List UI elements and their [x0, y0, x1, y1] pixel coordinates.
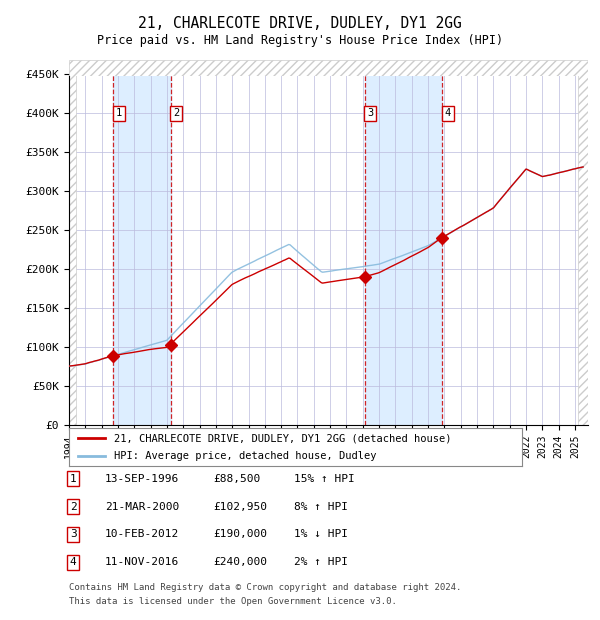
Text: 10-FEB-2012: 10-FEB-2012: [105, 529, 179, 539]
Text: Contains HM Land Registry data © Crown copyright and database right 2024.: Contains HM Land Registry data © Crown c…: [69, 583, 461, 592]
Text: £88,500: £88,500: [213, 474, 260, 484]
Text: £240,000: £240,000: [213, 557, 267, 567]
Text: HPI: Average price, detached house, Dudley: HPI: Average price, detached house, Dudl…: [115, 451, 377, 461]
Text: 3: 3: [367, 108, 373, 118]
Text: 2: 2: [173, 108, 179, 118]
Bar: [578, 74, 595, 425]
Text: 2: 2: [70, 502, 77, 512]
Text: 21, CHARLECOTE DRIVE, DUDLEY, DY1 2GG: 21, CHARLECOTE DRIVE, DUDLEY, DY1 2GG: [138, 16, 462, 31]
Text: £102,950: £102,950: [213, 502, 267, 512]
Text: 3: 3: [70, 529, 77, 539]
Bar: [365, 74, 442, 425]
Text: 4: 4: [445, 108, 451, 118]
Text: This data is licensed under the Open Government Licence v3.0.: This data is licensed under the Open Gov…: [69, 597, 397, 606]
Text: 4: 4: [70, 557, 77, 567]
Text: 15% ↑ HPI: 15% ↑ HPI: [294, 474, 355, 484]
Text: 21-MAR-2000: 21-MAR-2000: [105, 502, 179, 512]
Text: 1% ↓ HPI: 1% ↓ HPI: [294, 529, 348, 539]
Text: 13-SEP-1996: 13-SEP-1996: [105, 474, 179, 484]
Text: 11-NOV-2016: 11-NOV-2016: [105, 557, 179, 567]
Text: 1: 1: [70, 474, 77, 484]
Bar: [113, 74, 170, 425]
Text: £190,000: £190,000: [213, 529, 267, 539]
Bar: [69, 74, 76, 425]
Text: 8% ↑ HPI: 8% ↑ HPI: [294, 502, 348, 512]
Text: Price paid vs. HM Land Registry's House Price Index (HPI): Price paid vs. HM Land Registry's House …: [97, 34, 503, 46]
Text: 21, CHARLECOTE DRIVE, DUDLEY, DY1 2GG (detached house): 21, CHARLECOTE DRIVE, DUDLEY, DY1 2GG (d…: [115, 433, 452, 443]
Text: 1: 1: [116, 108, 122, 118]
Text: 2% ↑ HPI: 2% ↑ HPI: [294, 557, 348, 567]
